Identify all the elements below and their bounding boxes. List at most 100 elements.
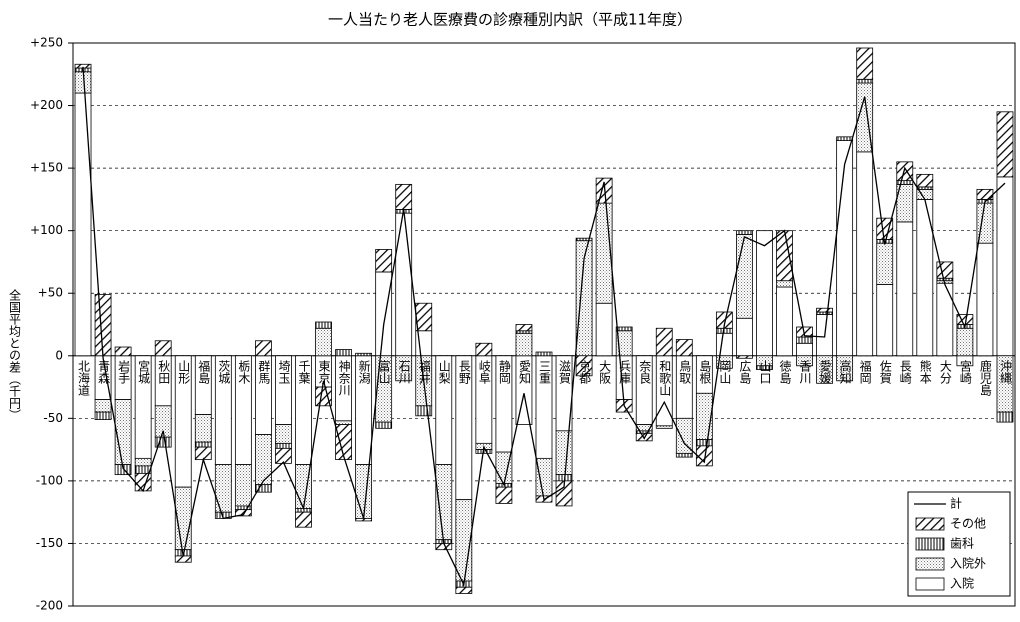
x-tick-label: 岐阜	[477, 359, 491, 383]
x-tick-label: 山梨	[437, 359, 451, 383]
bar-segment	[836, 355, 854, 382]
x-tick-label: 福井	[417, 358, 431, 384]
x-tick-label: 岩手	[117, 358, 131, 383]
bar-segment	[796, 326, 813, 338]
legend-swatch	[915, 537, 945, 551]
bar-segment	[275, 424, 292, 444]
plot-frame	[72, 42, 1016, 607]
legend-label: 入院外	[950, 557, 986, 571]
bar-segment	[595, 202, 613, 304]
bar-segment	[375, 421, 393, 429]
bar-segment	[134, 457, 152, 467]
bar-segment	[856, 78, 874, 84]
bar-segment	[956, 327, 974, 357]
bar-segment	[295, 511, 312, 528]
bar-segment	[94, 294, 112, 357]
x-tick-label: 東京	[317, 359, 331, 384]
bar-segment	[255, 340, 272, 357]
bar-segment	[234, 509, 252, 517]
x-tick-label: 岡山	[718, 360, 732, 384]
bar-segment	[796, 355, 813, 367]
bar-segment	[114, 464, 132, 476]
x-tick-label: 愛媛	[818, 359, 832, 384]
y-tick-label: -150	[36, 536, 63, 550]
bar-segment	[335, 420, 352, 425]
bar-segment	[655, 327, 673, 357]
x-tick-label: 神奈川	[337, 359, 351, 395]
bar-segment	[796, 336, 813, 344]
x-tick-label: 和歌山	[658, 359, 672, 395]
x-tick-label: 北海道	[77, 359, 91, 395]
bar-segment	[736, 234, 753, 319]
bar-segment	[736, 317, 753, 357]
bar-segment	[916, 173, 934, 188]
bar-segment	[896, 180, 914, 185]
bar-segment	[575, 355, 593, 377]
bar-segment	[395, 355, 413, 382]
bar-segment	[675, 452, 693, 458]
legend-swatch	[915, 557, 945, 571]
y-tick-label: +100	[30, 223, 63, 237]
x-tick-label: 山形	[177, 359, 191, 384]
y-tick-label: +200	[30, 98, 63, 112]
bar-segment	[796, 342, 813, 357]
bar-segment	[94, 411, 112, 420]
bar-segment	[856, 151, 874, 357]
x-tick-label: 長崎	[898, 359, 912, 383]
bar-segment	[154, 340, 172, 357]
y-tick-label: -200	[36, 599, 63, 613]
bar-segment	[154, 436, 172, 448]
x-tick-label: 熊本	[918, 358, 932, 384]
bar-segment	[535, 351, 553, 357]
bar-segment	[255, 484, 272, 493]
bar-segment	[555, 430, 573, 476]
y-tick-label: 0	[55, 348, 63, 362]
bar-segment	[174, 555, 192, 563]
x-tick-label: 高知	[838, 358, 852, 384]
x-tick-label: 富山	[377, 358, 391, 383]
bar-segment	[695, 392, 713, 441]
bar-segment	[415, 302, 433, 332]
bar-segment	[655, 425, 673, 429]
bar-segment	[255, 434, 272, 486]
bar-segment	[876, 217, 894, 240]
y-tick-label: -50	[43, 411, 63, 425]
bar-segment	[455, 499, 473, 582]
bar-segment	[335, 349, 352, 357]
bar-segment	[375, 249, 393, 273]
bar-segment	[415, 405, 433, 417]
bar-segment	[976, 242, 994, 357]
bar-segment	[395, 183, 413, 210]
x-tick-label: 宮城	[137, 358, 151, 384]
x-tick-label: 奈良	[638, 359, 652, 384]
bar-segment	[515, 324, 533, 332]
x-tick-label: 宮崎	[958, 358, 972, 383]
x-tick-label: 秋田	[157, 359, 171, 383]
bar-segment	[715, 355, 733, 369]
bar-segment	[475, 342, 493, 357]
x-tick-label: 千葉	[297, 359, 311, 383]
bar-segment	[355, 352, 373, 357]
bar-segment	[876, 284, 894, 357]
bar-segment	[816, 355, 833, 384]
x-tick-label: 埼玉	[277, 359, 291, 383]
bar-segment	[695, 445, 713, 467]
bar-segment	[315, 327, 332, 357]
bar-segment	[315, 386, 332, 407]
chart-title: 一人当たり老人医療費の診療種別内訳（平成11年度）	[328, 11, 692, 29]
bar-segment	[575, 237, 593, 242]
x-tick-label: 徳島	[778, 358, 792, 384]
bar-segment	[375, 271, 393, 357]
bar-segment	[836, 136, 854, 141]
bar-segment	[996, 111, 1014, 178]
bar-segment	[315, 321, 332, 329]
bar-segment	[936, 261, 954, 279]
bar-segment	[856, 47, 874, 80]
x-tick-label: 島根	[698, 358, 712, 383]
bar-segment	[234, 464, 252, 507]
y-tick-label: -100	[36, 473, 63, 487]
bar-segment	[715, 332, 733, 357]
bar-segment	[756, 365, 773, 370]
bar-segment	[695, 439, 713, 447]
